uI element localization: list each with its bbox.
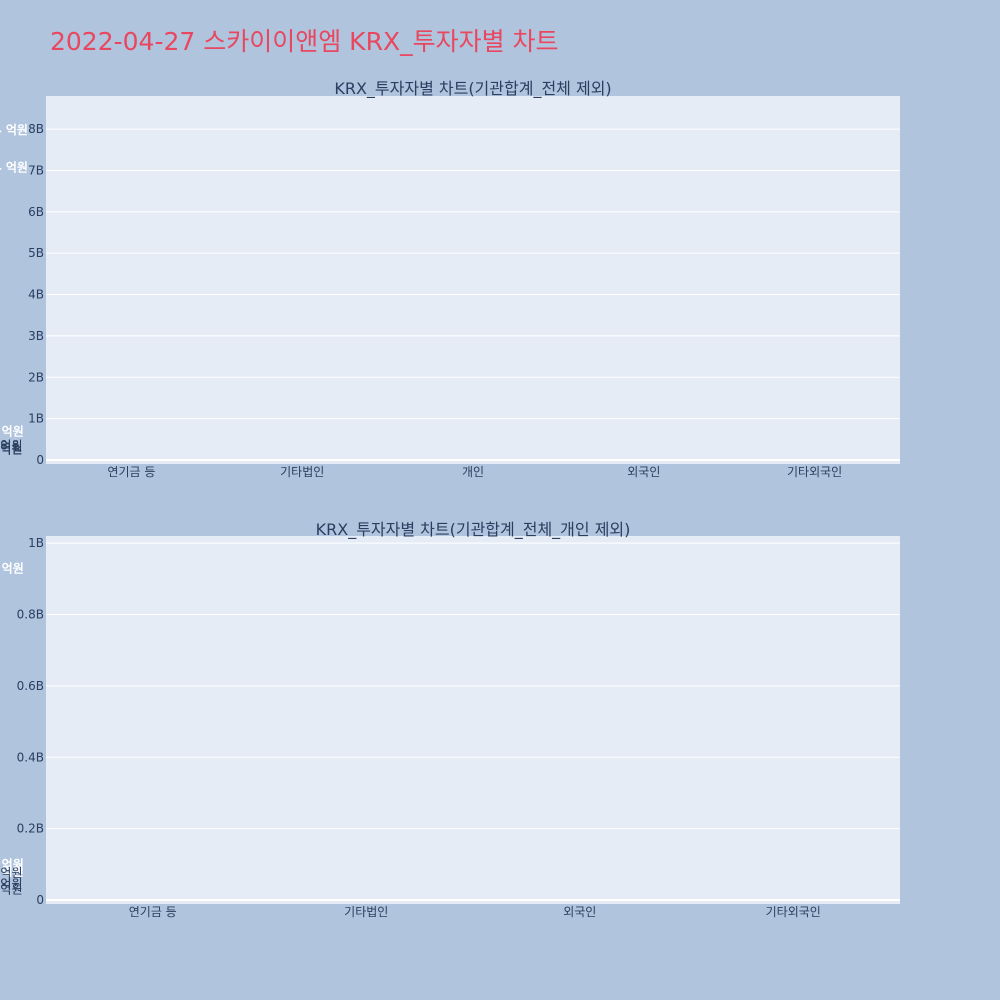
data-label: 1.3 억원	[0, 858, 24, 872]
y-tick-label: 0.4B	[17, 750, 44, 764]
y-tick-label: 2B	[28, 370, 44, 384]
page-title: 2022-04-27 스카이이앤엠 KRX_투자자별 차트	[50, 27, 559, 56]
data-label: 0.2 억원	[0, 443, 22, 457]
data-label: 1.3 억원	[0, 439, 22, 453]
data-label: 0.5 억원	[0, 866, 22, 880]
x-tick-label: 외국인	[563, 905, 596, 919]
y-tick-label: 3B	[28, 329, 44, 343]
y-tick-label: 0	[36, 893, 44, 907]
x-tick-label: 기타외국인	[787, 465, 842, 479]
data-label: 1.1 억원	[0, 865, 24, 879]
x-tick-label: 기타법인	[280, 465, 324, 479]
x-tick-label: 개인	[462, 465, 484, 479]
y-tick-label: 5B	[28, 246, 44, 260]
data-label: 0.0 억원	[0, 883, 22, 897]
x-tick-label: 연기금 등	[107, 465, 155, 479]
y-tick-label: 0.2B	[17, 822, 44, 836]
y-tick-label: 6B	[28, 205, 44, 219]
x-tick-label: 외국인	[627, 465, 660, 479]
y-tick-label: 0.6B	[17, 679, 44, 693]
y-tick-label: 7B	[28, 163, 44, 177]
data-label: 0.2 억원	[0, 443, 22, 457]
y-tick-label: 0	[36, 453, 44, 467]
y-tick-label: 4B	[28, 288, 44, 302]
y-tick-label: 1B	[28, 412, 44, 426]
x-tick-label: 연기금 등	[129, 905, 177, 919]
data-label: 9.6 억원	[0, 424, 24, 438]
chart-top: 0 1B 2B 3B 4B 5B 6B 7B 8B KRX_투자자별 차트(기관합계_전체 제외)…	[0, 79, 900, 479]
data-label: 0.0 억원	[0, 883, 22, 897]
x-tick-label: 기타법인	[344, 905, 388, 919]
data-label: 1.1 억원	[0, 439, 22, 453]
chart-title: KRX_투자자별 차트(기관합계_전체 제외)	[334, 79, 611, 99]
data-label: 0.0 억원	[0, 443, 22, 457]
x-tick-label: 기타외국인	[766, 905, 821, 919]
data-label: 73.4 억원	[0, 160, 28, 174]
plot-area	[46, 536, 900, 904]
data-label: 0.2 억원	[0, 877, 22, 891]
data-label: 0.2 억원	[0, 877, 22, 891]
y-tick-label: 1B	[28, 536, 44, 550]
chart-bottom: 0 0.2B 0.4B 0.6B 0.8B 1B KRX_투자자별 차트(기관합계_전체_개…	[0, 520, 900, 919]
data-label: 0.0 억원	[0, 443, 22, 457]
chart-title: KRX_투자자별 차트(기관합계_전체_개인 제외)	[316, 520, 631, 540]
y-tick-label: 0.8B	[17, 608, 44, 622]
data-label: 82.4 억원	[0, 123, 28, 137]
data-label: 0.5 억원	[0, 442, 22, 456]
y-tick-label: 8B	[28, 122, 44, 136]
data-label: 9.6 억원	[0, 561, 24, 575]
plot-area	[46, 96, 900, 464]
